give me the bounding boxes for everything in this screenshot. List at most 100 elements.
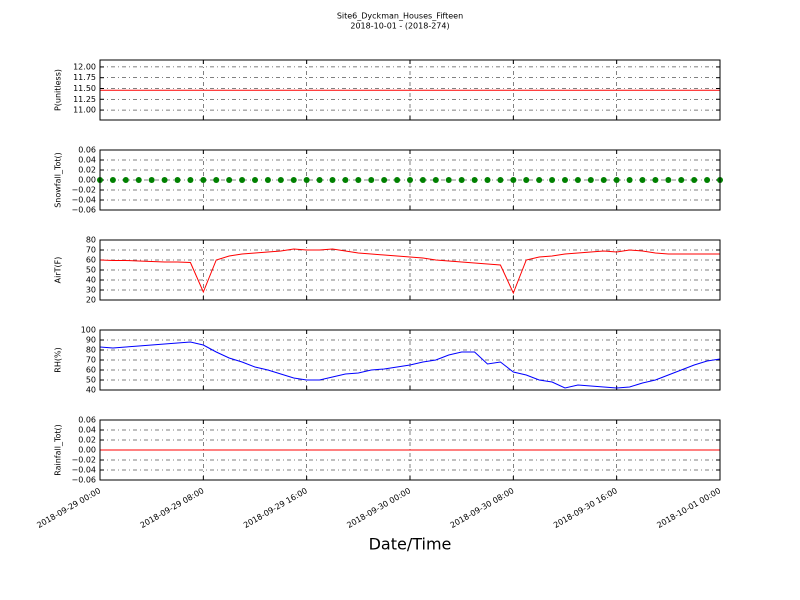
y-tick-label: 60 — [86, 366, 96, 375]
y-tick-label: 70 — [86, 356, 96, 365]
data-point — [432, 177, 439, 183]
y-tick-label: 0.06 — [78, 146, 96, 155]
data-point — [368, 177, 375, 183]
y-tick-label: 12.00 — [73, 62, 96, 71]
data-point — [213, 177, 220, 183]
data-point — [277, 177, 284, 183]
data-point — [381, 177, 388, 183]
data-point — [613, 177, 620, 183]
data-point — [523, 177, 530, 183]
data-point — [704, 177, 711, 183]
data-point — [407, 177, 413, 183]
plot-frame — [99, 419, 721, 481]
data-point — [200, 177, 207, 183]
y-tick-label: −0.06 — [71, 206, 96, 215]
figure-title: Site6_Dyckman_Houses_Fifteen — [337, 12, 463, 21]
data-point — [329, 177, 336, 183]
data-point — [665, 177, 672, 183]
data-point — [639, 177, 646, 183]
y-tick-label: 100 — [81, 326, 96, 335]
data-point — [691, 177, 698, 183]
data-line — [99, 248, 720, 295]
data-point — [355, 177, 362, 183]
data-point — [549, 177, 556, 183]
y-tick-label: 0.02 — [78, 166, 96, 175]
data-point — [109, 177, 116, 183]
data-point — [574, 177, 581, 183]
data-point — [445, 177, 452, 183]
y-tick-label: −0.04 — [71, 466, 96, 475]
y-tick-label: 20 — [86, 296, 96, 305]
data-point — [678, 177, 685, 183]
y-tick-label: 80 — [86, 346, 96, 355]
y-tick-label: −0.02 — [71, 456, 96, 465]
data-point — [510, 177, 517, 183]
y-tick-label: 90 — [86, 336, 96, 345]
data-point — [419, 177, 426, 183]
y-tick-label: 40 — [86, 386, 96, 395]
data-point — [497, 177, 504, 183]
y-tick-label: 0.00 — [78, 446, 96, 455]
y-tick-label: −0.04 — [71, 196, 96, 205]
y-axis-label: Rainfall_Tot() — [54, 424, 63, 476]
y-tick-label: −0.02 — [71, 186, 96, 195]
y-tick-label: 0.02 — [78, 436, 96, 445]
y-axis-label: Snowfall_Tot() — [54, 152, 63, 208]
y-tick-label: 0.06 — [78, 416, 96, 425]
data-point — [484, 177, 491, 183]
data-point — [148, 177, 155, 183]
y-tick-label: 0.00 — [78, 176, 96, 185]
subplot: 11.00 11.25 11.50 11.75 12.00 P(unitless) — [54, 59, 721, 121]
data-point — [187, 177, 194, 183]
y-axis-label: P(unitless) — [54, 69, 63, 111]
y-tick-label: 11.75 — [73, 73, 96, 82]
data-point — [342, 177, 349, 183]
data-point — [252, 177, 258, 183]
subplot: −0.06−0.04−0.020.000.020.040.06 Snowfall_… — [54, 146, 723, 215]
x-axis-label: Date/Time — [369, 535, 452, 554]
data-point — [316, 177, 323, 183]
y-tick-label: 50 — [86, 266, 96, 275]
data-point — [626, 177, 633, 183]
plot-frame — [99, 149, 721, 211]
y-tick-label: 11.00 — [73, 106, 96, 115]
data-point — [587, 177, 594, 183]
data-point — [290, 177, 297, 183]
data-point — [122, 177, 129, 183]
y-tick-label: 11.50 — [73, 84, 96, 93]
data-point — [471, 177, 478, 183]
data-point — [135, 177, 142, 183]
y-tick-label: 70 — [86, 246, 96, 255]
plot-frame — [99, 329, 721, 391]
plot-frame — [99, 239, 721, 301]
y-tick-label: 50 — [86, 376, 96, 385]
data-line — [99, 341, 721, 389]
y-tick-label: 40 — [86, 276, 96, 285]
plot-frame — [99, 59, 721, 121]
y-tick-label: 80 — [86, 236, 96, 245]
y-tick-label: −0.06 — [71, 476, 96, 485]
data-point — [239, 177, 246, 183]
data-point — [174, 177, 181, 183]
data-point — [458, 177, 465, 183]
y-axis-label: AirT(F) — [54, 257, 63, 284]
y-tick-label: 0.04 — [78, 156, 96, 165]
data-point — [600, 177, 607, 183]
y-tick-label: 60 — [86, 256, 96, 265]
data-point — [303, 177, 310, 183]
data-point — [562, 177, 568, 183]
data-point — [226, 177, 233, 183]
data-point — [394, 177, 401, 183]
data-point — [536, 177, 543, 183]
data-point — [264, 177, 271, 183]
y-axis-label: RH(%) — [54, 347, 63, 372]
figure-subtitle: 2018-10-01 - (2018-274) — [350, 22, 449, 31]
y-tick-label: 11.25 — [73, 95, 96, 104]
y-tick-label: 30 — [86, 286, 96, 295]
data-point — [161, 177, 168, 183]
data-point — [652, 177, 659, 183]
